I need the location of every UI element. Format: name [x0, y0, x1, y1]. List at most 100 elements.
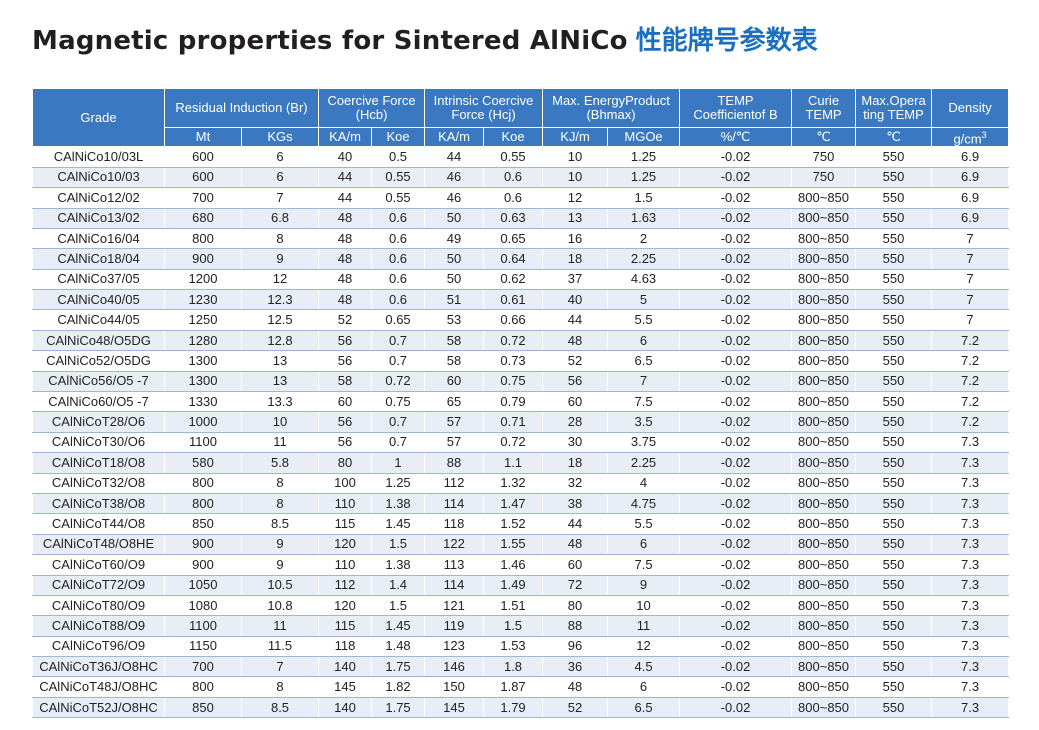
- cell-bh-kjm: 52: [542, 350, 609, 372]
- table-row: CAlNiCoT60/O9 900 9 110 1.38 113 1.46 60 7.5 -0.0…: [32, 554, 1010, 576]
- cell-br-kgs: 13: [240, 350, 320, 372]
- cell-hcj-koe: 0.73: [483, 350, 544, 372]
- cell-bh-mgoe: 1.63: [607, 208, 681, 229]
- cell-curie-temp: 800~850: [791, 371, 857, 393]
- cell-bh-mgoe: 6.5: [607, 697, 681, 719]
- cell-curie-temp: 800~850: [791, 615, 857, 637]
- cell-br-kgs: 12.8: [240, 330, 320, 352]
- cell-hcb-kam: 110: [318, 554, 373, 576]
- table-row: CAlNiCo48/O5DG 1280 12.8 56 0.7 58 0.72 48 6 -0.0…: [32, 330, 1010, 352]
- cell-bh-kjm: 60: [542, 391, 609, 413]
- table-row: CAlNiCoT72/O9 1050 10.5 112 1.4 114 1.49 72 9 -0.…: [32, 575, 1010, 596]
- cell-hcb-koe: 1.75: [371, 656, 426, 678]
- cell-br-kgs: 9: [240, 554, 320, 576]
- cell-hcj-kam: 121: [424, 595, 485, 617]
- cell-hcb-kam: 118: [318, 636, 373, 658]
- cell-curie-temp: 800~850: [791, 228, 857, 250]
- cell-density: 7.3: [931, 554, 1010, 576]
- table-row: CAlNiCoT36J/O8HC 700 7 140 1.75 146 1.8 36 4.5 -0…: [32, 656, 1010, 678]
- cell-grade: CAlNiCo48/O5DG: [32, 330, 165, 352]
- cell-hcb-koe: 0.6: [371, 248, 426, 270]
- cell-hcb-kam: 56: [318, 411, 373, 433]
- cell-hcb-koe: 1.38: [371, 493, 426, 515]
- cell-max-oper-temp: 550: [855, 228, 933, 250]
- cell-grade: CAlNiCo56/O5 -7: [32, 371, 165, 393]
- cell-hcj-koe: 1.8: [483, 656, 544, 678]
- cell-temp-coeff: -0.02: [679, 146, 793, 168]
- cell-hcb-koe: 0.6: [371, 289, 426, 311]
- cell-br-mt: 1250: [164, 309, 242, 331]
- cell-density: 7.3: [931, 493, 1010, 515]
- cell-br-mt: 600: [164, 146, 242, 168]
- cell-temp-coeff: -0.02: [679, 534, 793, 556]
- cell-density: 7.3: [931, 615, 1010, 637]
- cell-bh-kjm: 72: [542, 575, 609, 596]
- cell-grade: CAlNiCo10/03L: [32, 146, 165, 168]
- cell-curie-temp: 800~850: [791, 432, 857, 454]
- cell-max-oper-temp: 550: [855, 146, 933, 168]
- cell-max-oper-temp: 550: [855, 248, 933, 270]
- unit-hcb-koe: Koe: [371, 126, 426, 148]
- cell-density: 6.9: [931, 208, 1010, 229]
- cell-br-mt: 1200: [164, 269, 242, 291]
- cell-br-kgs: 8: [240, 676, 320, 698]
- cell-hcj-koe: 1.52: [483, 513, 544, 535]
- cell-br-mt: 900: [164, 248, 242, 270]
- cell-temp-coeff: -0.02: [679, 330, 793, 352]
- cell-max-oper-temp: 550: [855, 534, 933, 556]
- table-row: CAlNiCoT52J/O8HC 850 8.5 140 1.75 145 1.79 52 6.…: [32, 697, 1010, 719]
- cell-hcj-koe: 0.61: [483, 289, 544, 311]
- cell-hcj-koe: 1.55: [483, 534, 544, 556]
- cell-max-oper-temp: 550: [855, 350, 933, 372]
- cell-grade: CAlNiCo52/O5DG: [32, 350, 165, 372]
- cell-hcj-kam: 145: [424, 697, 485, 719]
- cell-curie-temp: 800~850: [791, 309, 857, 331]
- cell-hcj-koe: 0.62: [483, 269, 544, 291]
- cell-max-oper-temp: 550: [855, 411, 933, 433]
- cell-density: 7.3: [931, 432, 1010, 454]
- cell-grade: CAlNiCo12/02: [32, 187, 165, 209]
- cell-density: 6.9: [931, 146, 1010, 168]
- cell-max-oper-temp: 550: [855, 452, 933, 474]
- table-row: CAlNiCo56/O5 -7 1300 13 58 0.72 60 0.75 56 7 -0.0…: [32, 371, 1010, 393]
- cell-hcb-koe: 1.25: [371, 473, 426, 494]
- header-density: Density: [931, 88, 1010, 128]
- unit-bh-kjm: KJ/m: [542, 126, 609, 148]
- header-curie-temp: Curie TEMP: [791, 88, 857, 128]
- unit-hcj-koe: Koe: [483, 126, 544, 148]
- unit-operating: ℃: [855, 126, 933, 148]
- cell-bh-kjm: 44: [542, 513, 609, 535]
- cell-max-oper-temp: 550: [855, 391, 933, 413]
- table-row: CAlNiCoT88/O9 1100 11 115 1.45 119 1.5 88 11 -0.0…: [32, 615, 1010, 637]
- table-row: CAlNiCo44/05 1250 12.5 52 0.65 53 0.66 44 5.5 -0.…: [32, 309, 1010, 331]
- cell-br-kgs: 13: [240, 371, 320, 393]
- unit-bh-mgoe: MGOe: [607, 126, 681, 148]
- cell-bh-kjm: 40: [542, 289, 609, 311]
- header-grade: Grade: [32, 87, 165, 148]
- cell-br-kgs: 8.5: [240, 513, 320, 535]
- cell-hcj-kam: 51: [424, 289, 485, 311]
- cell-hcj-koe: 0.63: [483, 208, 544, 229]
- cell-hcj-kam: 146: [424, 656, 485, 678]
- cell-br-mt: 700: [164, 187, 242, 209]
- cell-hcb-kam: 115: [318, 513, 373, 535]
- cell-density: 7.3: [931, 697, 1010, 719]
- cell-hcb-koe: 1: [371, 452, 426, 474]
- cell-density: 7.2: [931, 391, 1010, 413]
- cell-density: 7.3: [931, 513, 1010, 535]
- cell-bh-kjm: 48: [542, 676, 609, 698]
- cell-br-kgs: 8: [240, 228, 320, 250]
- header-coercive-force: Coercive Force (Hcb): [318, 88, 426, 128]
- cell-bh-mgoe: 11: [607, 615, 681, 637]
- cell-br-mt: 850: [164, 697, 242, 719]
- cell-bh-mgoe: 4.5: [607, 656, 681, 678]
- cell-br-mt: 800: [164, 676, 242, 698]
- cell-hcj-koe: 0.55: [483, 146, 544, 168]
- cell-br-kgs: 12: [240, 269, 320, 291]
- cell-curie-temp: 800~850: [791, 575, 857, 596]
- cell-hcb-koe: 0.6: [371, 228, 426, 250]
- cell-grade: CAlNiCo37/05: [32, 269, 165, 291]
- cell-hcj-koe: 1.53: [483, 636, 544, 658]
- cell-curie-temp: 800~850: [791, 452, 857, 474]
- cell-bh-mgoe: 2.25: [607, 248, 681, 270]
